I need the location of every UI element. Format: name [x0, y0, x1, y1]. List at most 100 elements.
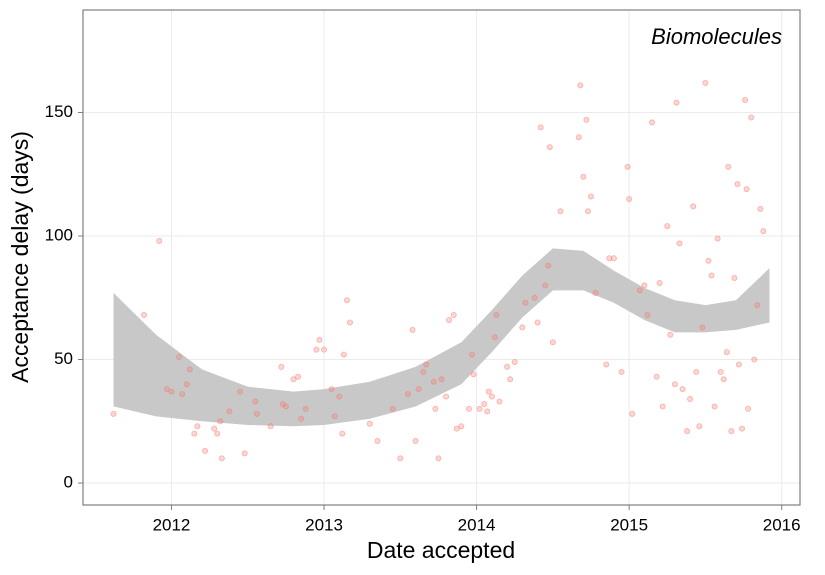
point: [664, 223, 671, 230]
point: [711, 403, 718, 410]
point: [321, 346, 328, 353]
point: [557, 208, 564, 215]
point: [469, 351, 476, 358]
point: [684, 428, 691, 435]
point: [696, 423, 703, 430]
point: [226, 408, 233, 415]
point: [404, 391, 411, 398]
point: [618, 368, 625, 375]
point: [610, 255, 617, 262]
point: [316, 336, 323, 343]
point: [507, 376, 514, 383]
point: [714, 235, 721, 242]
x-tick-label: 2015: [610, 515, 648, 534]
point: [667, 331, 674, 338]
point: [720, 376, 727, 383]
point: [603, 361, 610, 368]
point: [179, 391, 186, 398]
y-tick-label: 0: [64, 473, 73, 492]
point: [432, 405, 439, 412]
point: [430, 378, 437, 385]
point: [453, 425, 460, 432]
point: [253, 410, 260, 417]
y-tick-label: 150: [45, 102, 73, 121]
point: [420, 368, 427, 375]
point: [577, 82, 584, 89]
point: [110, 410, 117, 417]
point: [546, 144, 553, 151]
point: [252, 398, 259, 405]
x-tick-label: 2012: [153, 515, 191, 534]
point: [583, 116, 590, 123]
point: [194, 423, 201, 430]
point: [331, 413, 338, 420]
point: [584, 208, 591, 215]
point: [237, 388, 244, 395]
point: [504, 363, 511, 370]
point: [735, 361, 742, 368]
point: [739, 425, 746, 432]
point: [295, 373, 302, 380]
grid: [83, 10, 800, 505]
point: [485, 388, 492, 395]
point: [298, 415, 305, 422]
point: [537, 124, 544, 131]
point: [339, 430, 346, 437]
point: [673, 99, 680, 106]
point: [443, 393, 450, 400]
point: [446, 316, 453, 323]
confidence-band: [113, 248, 770, 427]
point: [435, 455, 442, 462]
point: [636, 287, 643, 294]
point: [470, 371, 477, 378]
point: [313, 346, 320, 353]
point: [708, 272, 715, 279]
point: [458, 423, 465, 430]
point: [725, 163, 732, 170]
x-tick-label: 2014: [458, 515, 496, 534]
point: [450, 312, 457, 319]
y-tick-label: 100: [45, 225, 73, 244]
point: [693, 368, 700, 375]
plot-panel: [83, 10, 800, 505]
point: [671, 381, 678, 388]
point: [183, 381, 190, 388]
y-axis-label: Acceptance delay (days): [7, 131, 33, 383]
point: [699, 324, 706, 331]
point: [659, 403, 666, 410]
plot-border: [82, 9, 801, 506]
point: [717, 368, 724, 375]
point: [346, 319, 353, 326]
point: [412, 438, 419, 445]
point: [702, 79, 709, 86]
point: [156, 237, 163, 244]
y-tick-label: 50: [54, 349, 73, 368]
point: [415, 386, 422, 393]
point: [745, 405, 752, 412]
x-tick-label: 2013: [305, 515, 343, 534]
point: [653, 373, 660, 380]
point: [522, 299, 529, 306]
point: [476, 405, 483, 412]
point: [534, 319, 541, 326]
point: [687, 396, 694, 403]
point: [575, 134, 582, 141]
point: [731, 275, 738, 282]
point: [217, 418, 224, 425]
point: [748, 114, 755, 121]
point: [491, 334, 498, 341]
marks: [110, 79, 770, 462]
annotation: Biomolecules: [651, 24, 782, 49]
point: [186, 366, 193, 373]
point: [267, 423, 274, 430]
point: [592, 289, 599, 296]
point: [423, 361, 430, 368]
point: [728, 428, 735, 435]
point: [202, 447, 209, 454]
point: [511, 358, 518, 365]
point: [278, 363, 285, 370]
x-tick-label: 2016: [763, 515, 801, 534]
point: [328, 386, 335, 393]
point: [211, 425, 218, 432]
